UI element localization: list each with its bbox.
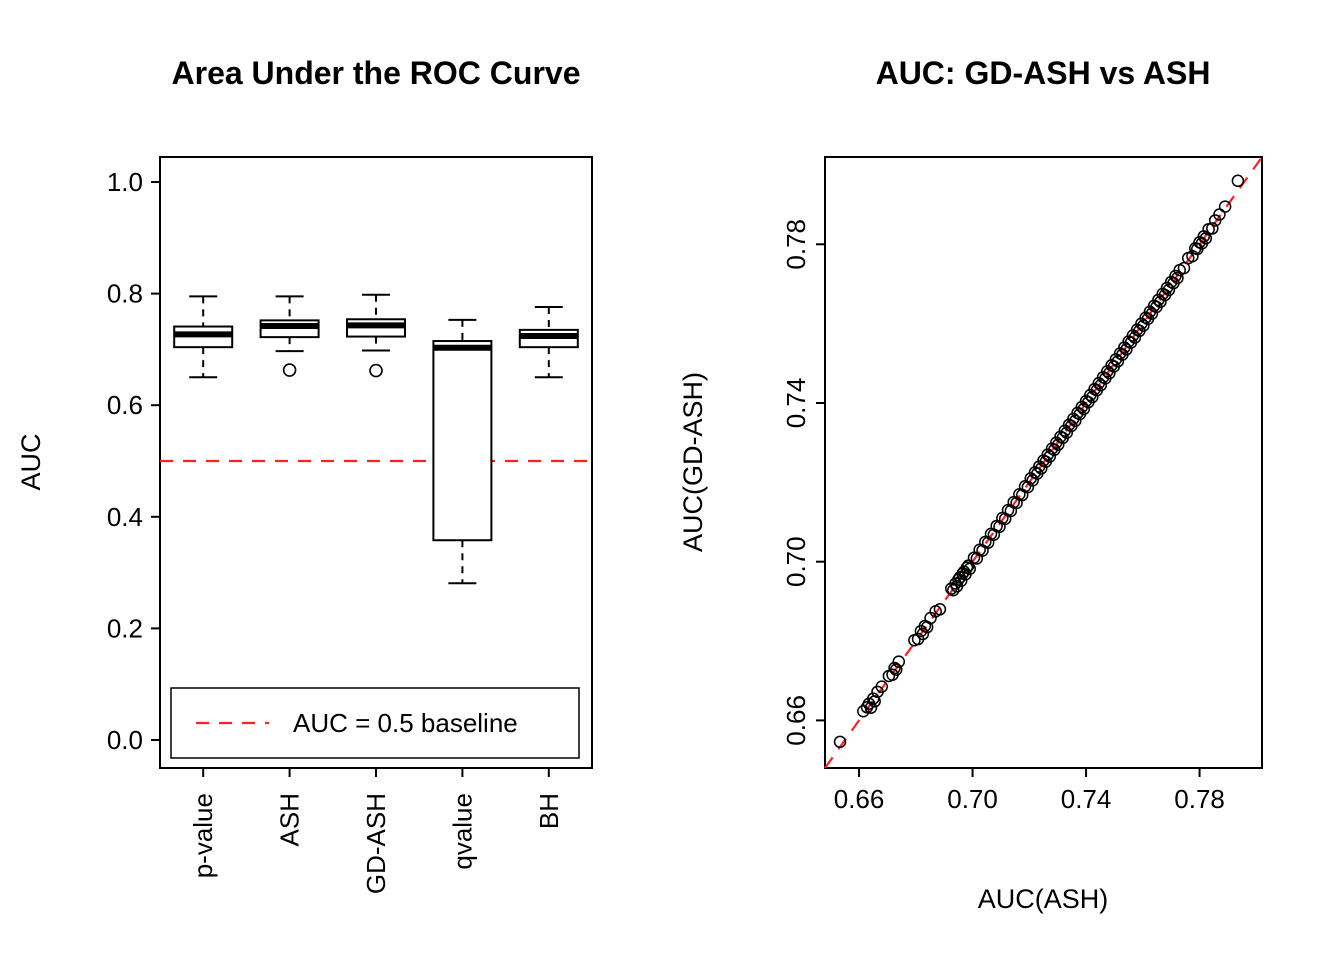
data-point	[892, 655, 906, 668]
x-category-label: p-value	[188, 793, 218, 878]
data-point	[1034, 462, 1048, 475]
plot-frame	[824, 156, 1263, 769]
y-tick-label: 0.70	[781, 536, 811, 587]
data-point	[833, 735, 847, 749]
y-tick-label: 0.74	[781, 378, 811, 429]
y-tick-label: 0.6	[107, 390, 143, 420]
data-point	[933, 603, 947, 616]
data-point	[963, 562, 976, 576]
y-tick-label: 0.8	[107, 279, 143, 309]
x-category-label: qvalue	[447, 793, 477, 870]
outlier-point	[369, 363, 383, 378]
scatter-ylabel: AUC(GD-ASH)	[678, 372, 708, 552]
plot-frame	[159, 156, 593, 769]
data-point	[1206, 222, 1219, 235]
x-tick-label: 0.70	[947, 784, 998, 814]
y-tick-label: 0.2	[107, 613, 143, 643]
y-tick-label: 0.0	[107, 725, 143, 755]
x-tick-label: 0.78	[1174, 784, 1225, 814]
y-tick-label: 1.0	[107, 167, 143, 197]
data-point	[1145, 307, 1159, 320]
scatter-panel: 0.66 0.70 0.74 0.78 0.66 0.70 0.74 0.78	[781, 156, 1263, 814]
y-tick-label: 0.4	[107, 502, 143, 532]
data-point	[1086, 390, 1099, 404]
data-point	[889, 663, 903, 676]
data-point	[1231, 174, 1245, 188]
outlier-point	[282, 363, 297, 377]
data-point	[1218, 200, 1232, 213]
data-point	[1060, 426, 1074, 439]
data-point	[864, 701, 878, 714]
x-category-label: ASH	[275, 793, 305, 846]
data-point	[1171, 271, 1184, 285]
data-point	[1154, 295, 1167, 309]
data-point	[947, 584, 960, 597]
data-point	[1137, 319, 1150, 332]
legend-label: AUC = 0.5 baseline	[293, 708, 518, 738]
data-point	[1199, 232, 1213, 245]
data-point	[1162, 283, 1176, 297]
data-point	[1043, 450, 1056, 463]
data-point	[1077, 402, 1091, 416]
data-point	[888, 661, 901, 675]
boxplot-panel: 0.0 0.2 0.4 0.6 0.8 1.0 p-value ASH GD-ASH qvalue…	[107, 156, 593, 894]
box	[432, 340, 493, 542]
data-point	[1052, 438, 1065, 451]
data-point	[1069, 414, 1082, 428]
x-category-label: GD-ASH	[361, 793, 391, 894]
data-point	[1120, 343, 1133, 356]
boxplot-title: Area Under the ROC Curve	[172, 55, 581, 91]
data-point	[1128, 331, 1142, 344]
y-tick-label: 0.78	[781, 219, 811, 270]
data-point	[1103, 366, 1116, 380]
data-point	[875, 680, 889, 693]
y-tick-label: 0.66	[781, 695, 811, 746]
scatter-xlabel: AUC(ASH)	[978, 884, 1109, 914]
data-point	[1026, 474, 1039, 487]
data-point	[916, 627, 930, 641]
x-category-label: BH	[534, 793, 564, 829]
scatter-title: AUC: GD-ASH vs ASH	[876, 55, 1211, 91]
data-point	[1111, 355, 1125, 368]
data-point	[1094, 378, 1108, 392]
x-tick-label: 0.74	[1061, 784, 1112, 814]
legend-box	[170, 687, 580, 759]
x-tick-label: 0.66	[834, 784, 885, 814]
boxplot-ylabel: AUC	[16, 433, 46, 490]
data-point	[954, 574, 968, 587]
